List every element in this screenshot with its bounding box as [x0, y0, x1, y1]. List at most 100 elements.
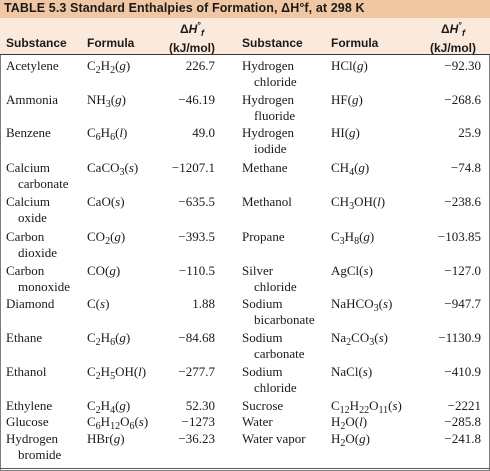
substance-name: Silver — [242, 263, 274, 278]
substance-name: Sodium — [242, 364, 283, 379]
substance-name-continued: chloride — [254, 74, 297, 89]
enthalpy-value: −277.7 — [178, 364, 215, 379]
enthalpy-value: −110.5 — [178, 263, 215, 278]
chemical-formula: HI(g) — [331, 125, 360, 140]
dh-symbol-right: ΔH°f — [441, 20, 465, 38]
col-header-substance-right: Substance — [242, 36, 303, 50]
substance-name: Diamond — [6, 296, 55, 311]
enthalpy-value: −268.6 — [444, 92, 481, 107]
enthalpy-value: −947.7 — [444, 296, 481, 311]
col-header-dh-right: ΔH°f (kJ/mol) — [420, 18, 486, 56]
substance-name: Sodium — [242, 330, 283, 345]
substance-name-continued: chloride — [254, 380, 297, 395]
substance-name: Ethanol — [6, 364, 47, 379]
chemical-formula: Na2CO3(s) — [331, 330, 388, 348]
substance-name: Carbon — [6, 229, 45, 244]
chemical-formula: HF(g) — [331, 92, 363, 107]
col-header-formula-left: Formula — [87, 36, 135, 50]
substance-name: Carbon — [6, 263, 45, 278]
substance-name: Acetylene — [6, 58, 59, 73]
substance-name: Hydrogen — [6, 431, 58, 446]
substance-name: Propane — [242, 229, 285, 244]
substance-name: Glucose — [6, 414, 49, 429]
substance-name-continued: oxide — [18, 210, 47, 225]
chemical-formula: C2H5OH(l) — [87, 364, 147, 382]
enthalpy-value: −2221 — [447, 398, 481, 413]
header-row — [0, 18, 490, 54]
substance-name-continued: bromide — [18, 447, 62, 462]
enthalpy-value: −410.9 — [444, 364, 481, 379]
substance-name: Hydrogen — [242, 92, 294, 107]
col-header-formula-right: Formula — [331, 36, 379, 50]
header-divider — [0, 54, 490, 55]
enthalpy-value: −1130.9 — [438, 330, 481, 345]
chemical-formula: C2H4(g) — [87, 398, 131, 416]
chemical-formula: CaCO3(s) — [87, 160, 139, 178]
enthalpy-value: 1.88 — [192, 296, 215, 311]
col-header-substance-left: Substance — [6, 36, 67, 50]
chemical-formula: CaO(s) — [87, 194, 125, 209]
dh-unit-right: (kJ/mol) — [429, 41, 476, 55]
chemical-formula: H2O(l) — [331, 414, 368, 432]
substance-name-continued: fluoride — [254, 108, 296, 123]
chemical-formula: CO(g) — [87, 263, 121, 278]
substance-name-continued: iodide — [254, 141, 287, 156]
enthalpy-value: −36.23 — [178, 431, 215, 446]
chemical-formula: NaCl(s) — [331, 364, 373, 379]
chemical-formula: C(s) — [87, 296, 110, 311]
chemical-formula: C3H8(g) — [331, 229, 375, 247]
enthalpy-value: −238.6 — [444, 194, 481, 209]
chemical-formula: HCl(g) — [331, 58, 368, 73]
enthalpy-value: −74.8 — [450, 160, 481, 175]
substance-name: Calcium — [6, 160, 51, 175]
substance-name-continued: carbonate — [254, 346, 305, 361]
substance-name: Sodium — [242, 296, 283, 311]
bottom-rule — [0, 468, 490, 469]
chemical-formula: H2O(g) — [331, 431, 370, 449]
substance-name: Benzene — [6, 125, 51, 140]
chemical-formula: C12H22O11(s) — [331, 398, 402, 416]
substance-name: Water — [242, 414, 273, 429]
chemical-formula: C6H6(l) — [87, 125, 128, 143]
enthalpy-value: −92.30 — [444, 58, 481, 73]
enthalpy-value: −103.85 — [437, 229, 481, 244]
enthalpy-value: −285.8 — [444, 414, 481, 429]
enthalpy-value: −1273 — [181, 414, 215, 429]
chemical-formula: CH3OH(l) — [331, 194, 386, 212]
table-title: TABLE 5.3 Standard Enthalpies of Formati… — [4, 1, 365, 15]
substance-name: Methanol — [242, 194, 292, 209]
chemical-formula: C6H12O6(s) — [87, 414, 149, 432]
substance-name-continued: monoxide — [18, 279, 70, 294]
enthalpy-value: 226.7 — [185, 58, 215, 73]
enthalpy-value: 25.9 — [458, 125, 481, 140]
substance-name-continued: chloride — [254, 279, 297, 294]
enthalpy-value: −127.0 — [444, 263, 481, 278]
substance-name-continued: carbonate — [18, 176, 69, 191]
substance-name-continued: bicarbonate — [254, 312, 315, 327]
substance-name: Ethane — [6, 330, 43, 345]
title-bar: TABLE 5.3 Standard Enthalpies of Formati… — [0, 0, 490, 18]
enthalpy-value: 52.30 — [185, 398, 215, 413]
substance-name: Methane — [242, 160, 288, 175]
substance-name: Hydrogen — [242, 125, 294, 140]
enthalpy-value: −241.8 — [444, 431, 481, 446]
enthalpy-value: −46.19 — [178, 92, 215, 107]
enthalpy-value: −635.5 — [178, 194, 215, 209]
substance-name: Sucrose — [242, 398, 284, 413]
substance-name: Hydrogen — [242, 58, 294, 73]
substance-name: Calcium — [6, 194, 51, 209]
enthalpy-value: −393.5 — [178, 229, 215, 244]
substance-name-continued: dioxide — [18, 245, 57, 260]
substance-name: Ethylene — [6, 398, 53, 413]
substance-name: Water vapor — [242, 431, 306, 446]
chemical-formula: NaHCO3(s) — [331, 296, 393, 314]
col-header-dh-left: ΔH°f (kJ/mol) — [164, 18, 220, 56]
dh-unit-left: (kJ/mol) — [168, 41, 215, 55]
chemical-formula: CO2(g) — [87, 229, 126, 247]
chemical-formula: C2H6(g) — [87, 330, 131, 348]
substance-name: Ammonia — [6, 92, 58, 107]
enthalpy-value: −84.68 — [178, 330, 215, 345]
chemical-formula: AgCl(s) — [331, 263, 373, 278]
dh-symbol-left: ΔH°f — [180, 20, 204, 38]
chemical-formula: C2H2(g) — [87, 58, 131, 76]
